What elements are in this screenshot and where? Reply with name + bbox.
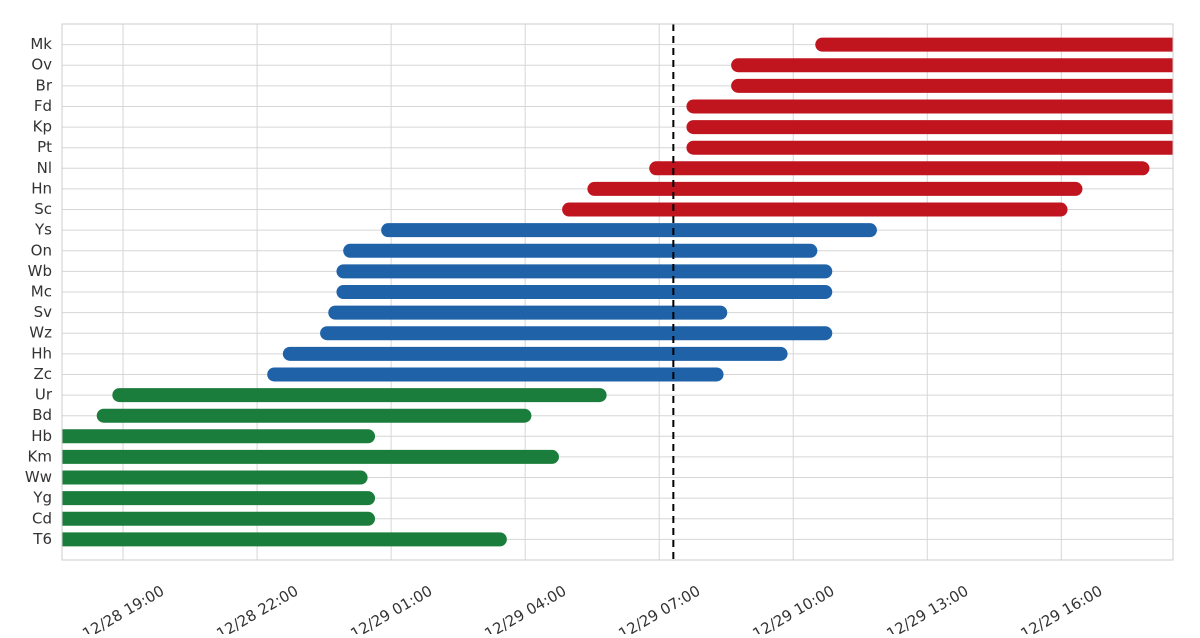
y-tick-label: Br (36, 76, 53, 94)
x-tick-label: 12/29 07:00 (615, 582, 703, 634)
x-tick-label: 12/29 10:00 (749, 582, 837, 634)
plot-frame (61, 23, 1174, 561)
y-tick-label: Hn (31, 179, 52, 197)
x-tick-label: 12/29 01:00 (347, 582, 435, 634)
y-tick-label: Wb (28, 262, 52, 280)
y-tick-label: On (31, 241, 52, 259)
y-tick-label: Cd (32, 509, 52, 527)
x-tick-label: 12/29 13:00 (884, 582, 972, 634)
y-tick-label: Bd (32, 406, 52, 424)
y-tick-label: Ur (35, 386, 53, 404)
x-tick-label: 12/29 04:00 (481, 582, 569, 634)
y-tick-label: Fd (34, 97, 52, 115)
y-tick-label: Yg (32, 489, 52, 507)
y-tick-label: Sc (34, 200, 52, 218)
y-tick-label: T6 (32, 530, 52, 548)
y-tick-label: Wz (29, 324, 52, 342)
x-tick-label: 12/29 16:00 (1018, 582, 1106, 634)
y-tick-label: Kp (33, 118, 52, 136)
y-tick-label: Ww (25, 468, 52, 486)
y-tick-label: Mc (31, 283, 52, 301)
y-tick-label: Sv (34, 303, 53, 321)
y-tick-label: Km (28, 447, 52, 465)
y-tick-label: Ov (31, 56, 52, 74)
x-tick-label: 12/28 22:00 (213, 582, 301, 634)
y-tick-label: Nl (37, 159, 52, 177)
x-tick-label: 12/28 19:00 (79, 582, 167, 634)
bars-layer (62, 24, 1173, 560)
y-tick-label: Pt (37, 138, 52, 156)
y-tick-label: Mk (30, 35, 52, 53)
y-tick-label: Zc (33, 365, 52, 383)
y-tick-label: Hb (31, 427, 52, 445)
y-tick-label: Ys (34, 221, 52, 239)
y-tick-label: Hh (31, 344, 52, 362)
